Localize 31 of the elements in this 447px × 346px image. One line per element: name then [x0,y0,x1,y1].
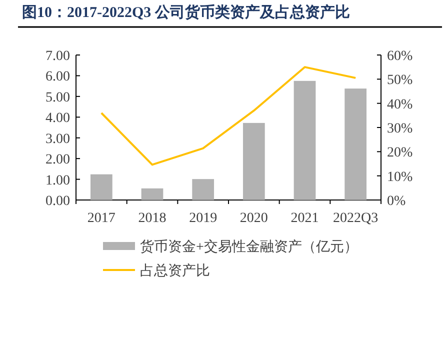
bar [242,122,265,200]
y2-tick-label: 0% [387,194,406,209]
x-tick-label: 2022Q3 [333,211,378,226]
y-tick-label: 4.00 [46,111,70,126]
y-tick-label: 3.00 [46,132,70,147]
bar [344,88,367,200]
legend-label: 货币资金+交易性金融资产（亿元） [140,239,358,255]
y-tick-label: 7.00 [46,49,70,64]
y2-tick-label: 30% [387,122,413,136]
y-tick-label: 5.00 [46,90,70,106]
y-tick-label: 1.00 [46,173,70,188]
y2-tick-label: 40% [387,97,413,112]
y-tick-label: 0.00 [46,194,70,209]
y2-tick-label: 20% [387,146,413,161]
y2-tick-label: 60% [387,49,413,64]
bar [192,179,214,200]
x-tick-label: 2018 [138,211,166,226]
line-series [100,66,357,166]
x-tick-label: 2021 [290,211,319,226]
legend-label: 占总资产比 [140,263,210,279]
chart-title: 图10：2017-2022Q3 公司货币类资产及占总资产比 [22,4,350,21]
y-tick-label: 6.00 [46,70,70,85]
bar [141,188,164,200]
y-tick-label: 2.00 [46,152,70,168]
x-tick-label: 2017 [87,211,116,226]
bar [90,174,112,200]
y2-tick-label: 50% [387,73,413,88]
x-tick-label: 2019 [189,211,218,226]
y2-tick-label: 10% [387,170,413,185]
bar [294,80,316,200]
x-tick-label: 2020 [240,211,268,226]
